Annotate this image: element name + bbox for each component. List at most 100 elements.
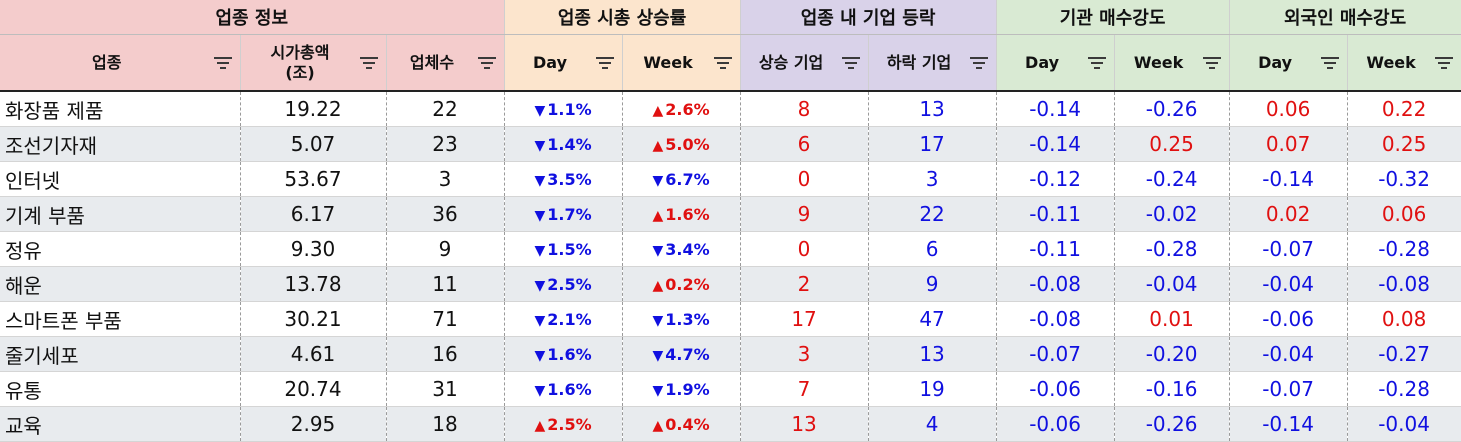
institution-day-cell: -0.06 — [996, 371, 1115, 407]
falling-companies-cell: 22 — [868, 196, 997, 232]
sector-name-cell: 정유 — [0, 231, 241, 267]
foreign-day-cell: -0.14 — [1229, 406, 1348, 442]
rising-companies-cell: 7 — [740, 371, 869, 407]
filter-icon[interactable] — [1320, 56, 1339, 69]
rising-companies-cell: 6 — [740, 126, 869, 162]
cap-change-week-cell: ▲ 1.6% — [622, 196, 741, 232]
percent-value: 1.5% — [547, 239, 592, 259]
triangle-up-icon: ▲ — [652, 207, 664, 224]
company-count-cell: 36 — [386, 196, 505, 232]
foreign-week-cell: -0.28 — [1347, 231, 1461, 267]
institution-day-cell: -0.12 — [996, 161, 1115, 197]
company-count-cell: 71 — [386, 301, 505, 337]
foreign-day-cell: -0.04 — [1229, 266, 1348, 302]
institution-day-cell: -0.11 — [996, 231, 1115, 267]
falling-companies-cell: 6 — [868, 231, 997, 267]
company-count-cell: 3 — [386, 161, 505, 197]
percent-value: 3.5% — [547, 169, 592, 189]
table-row[interactable]: 화장품 제품 19.22 22 ▼ 1.1% ▲ 2.6% 8 13 -0.14 -0.26 0.06… — [0, 91, 1461, 127]
foreign-day-cell: 0.06 — [1229, 91, 1348, 127]
company-count-cell: 16 — [386, 336, 505, 372]
column-header-label: Week — [643, 52, 693, 72]
column-header-institution-day: Day — [996, 34, 1115, 92]
foreign-week-cell: 0.06 — [1347, 196, 1461, 232]
column-header-label: Day — [533, 52, 568, 72]
filter-icon[interactable] — [477, 56, 496, 69]
foreign-week-cell: 0.22 — [1347, 91, 1461, 127]
table-row[interactable]: 줄기세포 4.61 16 ▼ 1.6% ▼ 4.7% 3 13 -0.07 -0.20 -0.04 -0… — [0, 336, 1461, 372]
column-header-falling-companies: 하락 기업 — [868, 34, 997, 92]
column-header-label: 업체수 — [409, 52, 455, 72]
cap-change-week-cell: ▲ 0.2% — [622, 266, 741, 302]
cap-change-day-cell: ▼ 1.1% — [504, 91, 623, 127]
cap-change-week-cell: ▼ 3.4% — [622, 231, 741, 267]
filter-icon[interactable] — [713, 56, 732, 69]
institution-day-cell: -0.14 — [996, 91, 1115, 127]
foreign-week-cell: -0.08 — [1347, 266, 1461, 302]
triangle-up-icon: ▲ — [652, 277, 664, 294]
percent-value: 2.6% — [665, 99, 710, 119]
institution-day-cell: -0.07 — [996, 336, 1115, 372]
triangle-up-icon: ▲ — [652, 137, 664, 154]
institution-week-cell: -0.24 — [1114, 161, 1230, 197]
filter-icon[interactable] — [841, 56, 860, 69]
filter-icon[interactable] — [213, 56, 232, 69]
table-row[interactable]: 교육 2.95 18 ▲ 2.5% ▲ 0.4% 13 4 -0.06 -0.26 -0.14 -0.0… — [0, 406, 1461, 442]
column-header-label: 상승 기업 — [758, 52, 824, 72]
cap-change-day-cell: ▼ 2.5% — [504, 266, 623, 302]
triangle-down-icon: ▼ — [534, 172, 546, 189]
column-header-label: Week — [1133, 52, 1184, 72]
percent-value: 1.6% — [547, 379, 592, 399]
table-row[interactable]: 조선기자재 5.07 23 ▼ 1.4% ▲ 5.0% 6 17 -0.14 0.25 0.07 0.2… — [0, 126, 1461, 162]
column-header-cap-change-day: Day — [504, 34, 623, 92]
table-row[interactable]: 정유 9.30 9 ▼ 1.5% ▼ 3.4% 0 6 -0.11 -0.28 -0.07 -0.28 — [0, 231, 1461, 267]
cap-change-day-cell: ▼ 1.6% — [504, 336, 623, 372]
foreign-day-cell: -0.04 — [1229, 336, 1348, 372]
triangle-up-icon: ▲ — [534, 417, 546, 434]
cap-change-week-cell: ▼ 6.7% — [622, 161, 741, 197]
institution-day-cell: -0.08 — [996, 301, 1115, 337]
filter-icon[interactable] — [1434, 56, 1453, 69]
company-count-cell: 22 — [386, 91, 505, 127]
foreign-week-cell: -0.27 — [1347, 336, 1461, 372]
filter-icon[interactable] — [1087, 56, 1106, 69]
column-header-sector: 업종 — [0, 34, 241, 92]
institution-week-cell: -0.28 — [1114, 231, 1230, 267]
market-cap-cell: 19.22 — [240, 91, 387, 127]
percent-value: 1.1% — [547, 99, 592, 119]
company-count-cell: 23 — [386, 126, 505, 162]
sector-name-cell: 해운 — [0, 266, 241, 302]
table-row[interactable]: 유통 20.74 31 ▼ 1.6% ▼ 1.9% 7 19 -0.06 -0.16 -0.07 -0.… — [0, 371, 1461, 407]
column-header-rising-companies: 상승 기업 — [740, 34, 869, 92]
rising-companies-cell: 2 — [740, 266, 869, 302]
group-header-institution-strength: 기관 매수강도 — [996, 0, 1230, 35]
falling-companies-cell: 19 — [868, 371, 997, 407]
foreign-week-cell: -0.04 — [1347, 406, 1461, 442]
triangle-down-icon: ▼ — [534, 207, 546, 224]
foreign-day-cell: -0.07 — [1229, 371, 1348, 407]
company-count-cell: 11 — [386, 266, 505, 302]
institution-week-cell: -0.04 — [1114, 266, 1230, 302]
group-header-foreign-strength: 외국인 매수강도 — [1229, 0, 1461, 35]
triangle-up-icon: ▲ — [652, 102, 664, 119]
table-row[interactable]: 스마트폰 부품 30.21 71 ▼ 2.1% ▼ 1.3% 17 47 -0.08 0.01 -0.… — [0, 301, 1461, 337]
table-row[interactable]: 인터넷 53.67 3 ▼ 3.5% ▼ 6.7% 0 3 -0.12 -0.24 -0.14 -0.3… — [0, 161, 1461, 197]
foreign-week-cell: 0.08 — [1347, 301, 1461, 337]
company-count-cell: 18 — [386, 406, 505, 442]
rising-companies-cell: 9 — [740, 196, 869, 232]
filter-icon[interactable] — [595, 56, 614, 69]
filter-icon[interactable] — [359, 56, 378, 69]
falling-companies-cell: 4 — [868, 406, 997, 442]
table-row[interactable]: 해운 13.78 11 ▼ 2.5% ▲ 0.2% 2 9 -0.08 -0.04 -0.04 -0.0… — [0, 266, 1461, 302]
falling-companies-cell: 47 — [868, 301, 997, 337]
table-row[interactable]: 기계 부품 6.17 36 ▼ 1.7% ▲ 1.6% 9 22 -0.11 -0.02 0.02 0.… — [0, 196, 1461, 232]
filter-icon[interactable] — [1202, 56, 1221, 69]
column-header-cap-change-week: Week — [622, 34, 741, 92]
cap-change-day-cell: ▼ 1.4% — [504, 126, 623, 162]
sector-name-cell: 인터넷 — [0, 161, 241, 197]
triangle-down-icon: ▼ — [652, 347, 664, 364]
institution-week-cell: 0.25 — [1114, 126, 1230, 162]
sector-name-cell: 유통 — [0, 371, 241, 407]
cap-change-week-cell: ▼ 1.9% — [622, 371, 741, 407]
filter-icon[interactable] — [969, 56, 988, 69]
